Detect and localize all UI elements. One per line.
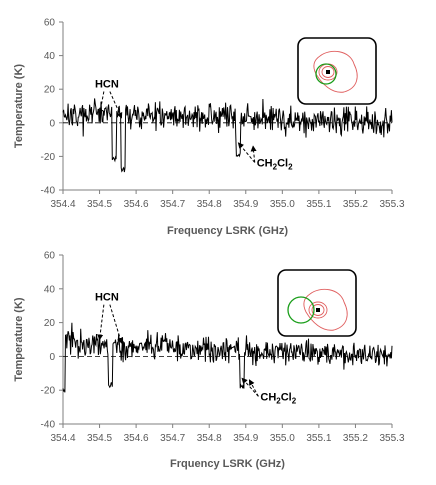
subscript: 2 <box>288 162 293 171</box>
x-tick-label: 355.0 <box>270 199 295 210</box>
y-tick-label: -20 <box>41 386 56 397</box>
x-tick-label: 355.0 <box>270 433 295 444</box>
label-part: CH <box>260 391 276 403</box>
inset-frame <box>277 269 357 337</box>
annotation-arrow <box>250 145 257 163</box>
label-part: Cl <box>281 391 292 403</box>
x-tick-label: 354.4 <box>50 433 75 444</box>
subscript: 2 <box>292 396 297 405</box>
inset-green-circle <box>315 63 337 85</box>
label-part: CH <box>257 157 273 169</box>
y-tick-label: 60 <box>44 251 56 262</box>
subscript: 2 <box>276 396 281 405</box>
y-tick-label: -40 <box>41 420 56 431</box>
annotation-arrow <box>97 91 105 116</box>
ch2cl2-label: CH2Cl2 <box>257 157 293 171</box>
x-tick-label: 354.9 <box>233 199 258 210</box>
x-tick-label: 355.3 <box>379 433 404 444</box>
x-tick-label: 355.1 <box>306 433 331 444</box>
label-part: Cl <box>277 157 288 169</box>
y-tick-label: 20 <box>44 85 56 96</box>
x-tick-label: 354.8 <box>197 199 222 210</box>
inset-red-contour <box>303 288 348 331</box>
x-tick-label: 355.2 <box>343 433 368 444</box>
chart-panel-1: -40 -20 0 20 40 60 354.4 354.5 354.6 354.7 354.8 35… <box>13 18 405 238</box>
y-tick-label: 0 <box>49 352 55 363</box>
ch2cl2-label: CH2Cl2 <box>260 391 296 405</box>
x-tick-label: 355.1 <box>306 199 331 210</box>
x-axis-title: Frquency LSRK (GHz) <box>170 458 285 470</box>
hcn-label: HCN <box>95 79 119 91</box>
y-axis-title: Temperature (K) <box>13 297 25 381</box>
x-tick-label: 354.6 <box>124 199 149 210</box>
x-tick-label: 354.9 <box>233 433 258 444</box>
x-tick-label: 355.2 <box>343 199 368 210</box>
x-axis-title: Frequency LSRK (GHz) <box>167 225 288 237</box>
y-tick-label: 0 <box>49 118 55 129</box>
annotation-arrow <box>241 377 259 397</box>
x-tick-label: 354.5 <box>87 199 112 210</box>
inset-marker <box>316 308 320 312</box>
inset-marker <box>326 70 330 74</box>
inset-red-contour <box>311 304 325 316</box>
inset-red-contour <box>321 66 335 78</box>
y-tick-label: 40 <box>44 284 56 295</box>
chart-panel-2: -40 -20 0 20 40 60 354.4 354.5 354.6 354.7 354.8 35… <box>13 251 405 471</box>
x-tick-label: 355.3 <box>379 199 404 210</box>
inset-red-contour <box>308 301 328 319</box>
y-axis-title: Temperature (K) <box>13 64 25 148</box>
y-tick-label: 40 <box>44 51 56 62</box>
subscript: 2 <box>273 162 278 171</box>
y-tick-label: -20 <box>41 152 56 163</box>
spectrum-line <box>62 98 393 173</box>
x-tick-label: 354.7 <box>160 199 185 210</box>
inset-red-contour <box>313 50 358 93</box>
y-tick-label: 20 <box>44 318 56 329</box>
hcn-label: HCN <box>95 292 119 304</box>
y-tick-label: 60 <box>44 18 56 29</box>
x-tick-label: 354.7 <box>160 433 185 444</box>
inset-green-circle <box>287 296 315 324</box>
x-tick-label: 354.4 <box>50 199 75 210</box>
annotation-arrow <box>97 304 105 341</box>
x-tick-label: 354.6 <box>124 433 149 444</box>
y-tick-label: -40 <box>41 186 56 197</box>
annotation-arrow <box>237 142 256 163</box>
x-tick-label: 354.5 <box>87 433 112 444</box>
annotation-arrow <box>109 304 123 344</box>
x-tick-label: 354.8 <box>197 433 222 444</box>
annotation-arrow <box>248 379 259 397</box>
